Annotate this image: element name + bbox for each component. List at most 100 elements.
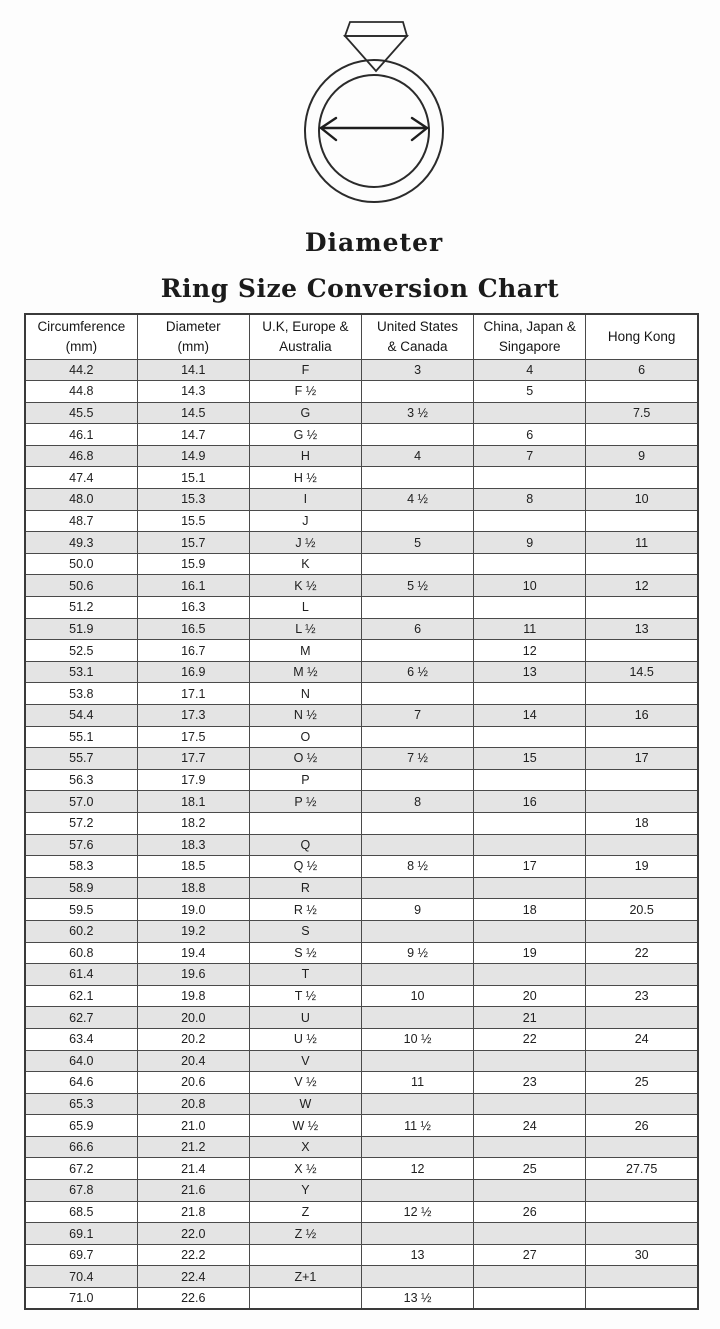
cell <box>585 1287 699 1310</box>
cell: 57.6 <box>24 833 138 857</box>
cell: H ½ <box>248 466 362 490</box>
table-row: 59.5 19.0 R ½ 9 18 20.5 <box>24 898 699 921</box>
cell <box>360 1265 475 1289</box>
cell: 13 <box>360 1243 475 1267</box>
table-row: 52.5 16.7 M 12 <box>24 639 699 662</box>
cell: X <box>248 1135 362 1159</box>
cell: T <box>248 963 362 986</box>
cell: 10 ½ <box>360 1027 475 1051</box>
table-row: 48.7 15.5 J <box>24 509 699 533</box>
cell: 24 <box>473 1114 587 1137</box>
diameter-label: Diameter <box>304 228 444 257</box>
cell: 64.0 <box>24 1049 138 1073</box>
cell: 9 <box>360 898 475 921</box>
cell: W ½ <box>248 1114 362 1137</box>
cell: 18 <box>585 811 699 835</box>
cell <box>585 919 699 943</box>
cell: 18.1 <box>136 790 250 813</box>
cell: V <box>248 1049 362 1073</box>
cell: 69.1 <box>24 1222 138 1245</box>
cell <box>585 1135 699 1159</box>
cell <box>585 768 699 792</box>
cell: O <box>248 725 362 749</box>
cell: 5 <box>473 380 587 403</box>
table-row: 51.9 16.5 L ½ 6 11 13 <box>24 617 699 641</box>
cell: 70.4 <box>24 1265 138 1289</box>
cell: 16 <box>473 790 587 813</box>
cell: S <box>248 919 362 943</box>
cell: 21.6 <box>136 1179 250 1202</box>
header-line: U.K, Europe & <box>262 319 349 335</box>
table-row: 61.4 19.6 T <box>24 963 699 986</box>
cell: 17.7 <box>136 747 250 770</box>
table-row: 70.4 22.4 Z+1 <box>24 1265 699 1289</box>
cell: R ½ <box>248 898 362 921</box>
cell: 8 <box>360 790 475 813</box>
cell: Z+1 <box>248 1265 362 1289</box>
cell: 15.5 <box>136 509 250 533</box>
cell <box>360 876 475 900</box>
column-header-uk-europe-australia: U.K, Europe & Australia <box>248 313 362 360</box>
cell: 27 <box>473 1243 587 1267</box>
cell: F ½ <box>248 380 362 403</box>
cell: 10 <box>585 488 699 511</box>
cell: 52.5 <box>24 639 138 662</box>
cell: 16.7 <box>136 639 250 662</box>
table-row: 46.1 14.7 G ½ 6 <box>24 423 699 446</box>
cell: 9 <box>473 531 587 554</box>
table-row: 53.8 17.1 N <box>24 682 699 705</box>
cell: 19.4 <box>136 941 250 965</box>
cell: 17.1 <box>136 682 250 705</box>
cell <box>248 1287 362 1310</box>
cell: 17 <box>585 747 699 770</box>
cell: 61.4 <box>24 963 138 986</box>
table-row: 66.6 21.2 X <box>24 1135 699 1159</box>
table-row: 56.3 17.9 P <box>24 768 699 792</box>
cell: 69.7 <box>24 1243 138 1267</box>
table-row: 62.1 19.8 T ½ 10 20 23 <box>24 984 699 1008</box>
cell <box>585 1092 699 1116</box>
table-row: 54.4 17.3 N ½ 7 14 16 <box>24 704 699 727</box>
cell: 22.0 <box>136 1222 250 1245</box>
cell: 16.5 <box>136 617 250 641</box>
cell: O ½ <box>248 747 362 770</box>
cell <box>473 466 587 490</box>
cell: Z ½ <box>248 1222 362 1245</box>
cell <box>360 639 475 662</box>
header-line: Singapore <box>498 338 561 354</box>
table-row: 57.2 18.2 18 <box>24 811 699 835</box>
cell: 11 <box>473 617 587 641</box>
cell: 11 <box>360 1071 475 1094</box>
cell <box>360 1006 475 1029</box>
cell <box>473 833 587 857</box>
table-row: 44.8 14.3 F ½ 5 <box>24 380 699 403</box>
cell: 16.3 <box>136 596 250 619</box>
cell <box>585 682 699 705</box>
cell: 44.2 <box>24 358 138 382</box>
cell <box>473 1179 587 1202</box>
cell: 50.0 <box>24 552 138 576</box>
cell <box>473 552 587 576</box>
cell <box>473 1092 587 1116</box>
cell <box>248 811 362 835</box>
cell: 10 <box>360 984 475 1008</box>
cell: 11 ½ <box>360 1114 475 1137</box>
cell: Z <box>248 1200 362 1224</box>
cell: 63.4 <box>24 1027 138 1051</box>
diameter-arrow-icon <box>318 116 430 142</box>
cell <box>585 1179 699 1202</box>
cell: 9 <box>585 444 699 468</box>
cell: 14.3 <box>136 380 250 403</box>
ring-band <box>304 59 444 203</box>
cell: 57.0 <box>24 790 138 813</box>
cell: 12 ½ <box>360 1200 475 1224</box>
cell: 19.6 <box>136 963 250 986</box>
cell: X ½ <box>248 1157 362 1181</box>
table-row: 51.2 16.3 L <box>24 596 699 619</box>
table-header: Circumference (mm) Diameter (mm) U.K, Eu… <box>24 313 699 360</box>
cell: 48.0 <box>24 488 138 511</box>
cell: 14.5 <box>585 660 699 684</box>
cell: 14.7 <box>136 423 250 446</box>
cell <box>473 682 587 705</box>
